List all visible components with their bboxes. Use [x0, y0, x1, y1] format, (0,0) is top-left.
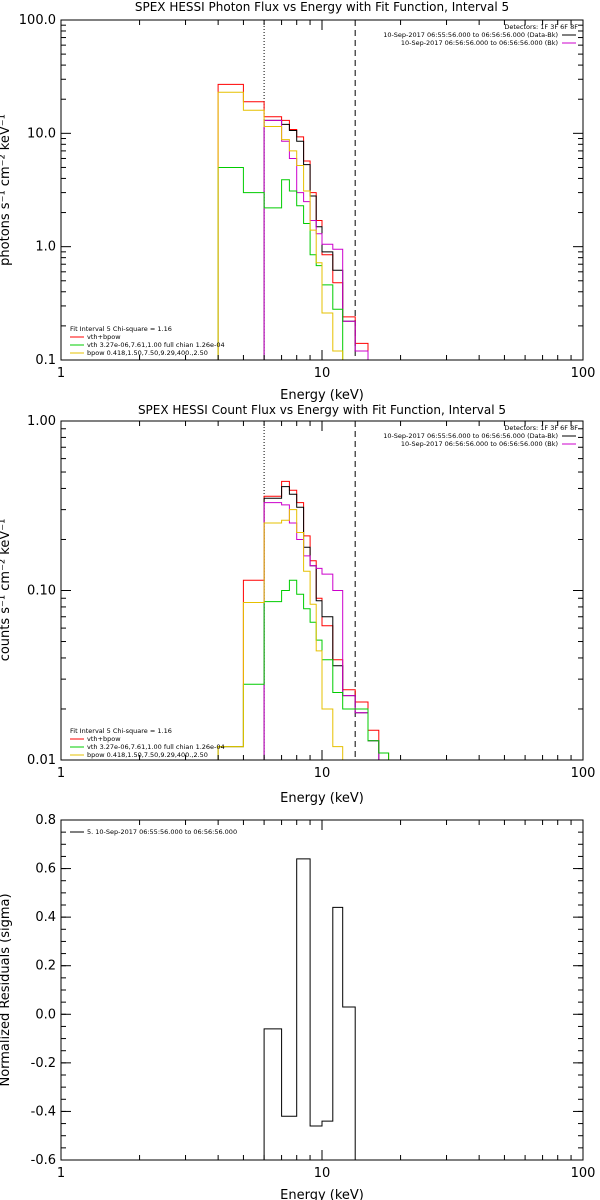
p3-ytick-label: 0.2 — [35, 959, 56, 974]
panel1-legend-detectors: Detectors: 1F 3F 6F 8F — [504, 23, 578, 31]
panel3-xlabel: Energy (keV) — [280, 1188, 364, 1200]
panel3-plot-area — [263, 858, 356, 1160]
p3-series-black — [263, 858, 356, 1160]
panel1-legend-data-bk: 10-Sep-2017 06:55:56.000 to 06:56:56.000… — [383, 31, 558, 39]
panel1-legend-bk: 10-Sep-2017 06:56:56.000 to 06:56:56.000… — [401, 39, 558, 47]
panel1-legend-top: Detectors: 1F 3F 6F 8F 10-Sep-2017 06:55… — [383, 23, 578, 47]
p3-ytick-label: 0.0 — [35, 1007, 56, 1022]
p2-xtick-label: 1 — [57, 766, 65, 781]
panel3-ylabel: Normalized Residuals (sigma) — [0, 893, 13, 1086]
p3-ytick-label: -0.6 — [31, 1153, 56, 1168]
panel1-plot-area — [217, 20, 389, 361]
p2-series-magenta — [263, 502, 389, 761]
p1-series-yellow — [217, 91, 389, 361]
panel2-title: SPEX HESSI Count Flux vs Energy with Fit… — [138, 403, 506, 417]
panel1-ylabel: photons s⁻¹ cm⁻² keV⁻¹ — [0, 114, 13, 266]
panel-photon-flux: SPEX HESSI Photon Flux vs Energy with Fi… — [0, 0, 595, 403]
p1-xtick-label: 100 — [571, 366, 596, 381]
panel1-legend-chisq: Fit Interval 5 Chi-square = 1.16 — [70, 325, 172, 333]
panel2-ylabel: counts s⁻¹ cm⁻² keV⁻¹ — [0, 519, 13, 662]
panel2-legend-vth: vth 3.27e-06,7.61,1.00 full chian 1.26e-… — [87, 743, 225, 751]
panel2-legend-top: Detectors: 1F 3F 6F 8F 10-Sep-2017 06:55… — [383, 424, 578, 448]
p3-ytick-label: 0.4 — [35, 910, 56, 925]
p2-ytick-label: 1.00 — [27, 414, 56, 429]
panel-count-flux: SPEX HESSI Count Flux vs Energy with Fit… — [0, 403, 595, 806]
p2-ytick-label: 0.01 — [27, 753, 56, 768]
panel2-legend-bpow: bpow 0.418,1.50,7.50,9.29,400.,2.50 — [87, 751, 208, 759]
panel3-axes-frame — [60, 819, 584, 1161]
panel2-legend-detectors: Detectors: 1F 3F 6F 8F — [504, 424, 578, 432]
p1-ytick-label: 0.1 — [35, 353, 56, 368]
panel1-legend-bottom: Fit Interval 5 Chi-square = 1.16 vth+bpo… — [70, 325, 225, 357]
p3-xtick-label: 1 — [57, 1166, 65, 1181]
panel2-legend-chisq: Fit Interval 5 Chi-square = 1.16 — [70, 727, 172, 735]
p3-ytick-label: 0.8 — [35, 813, 56, 828]
panel3-legend-interval: 5. 10-Sep-2017 06:55:56.000 to 06:56:56.… — [87, 828, 237, 836]
p1-xtick-label: 1 — [57, 366, 65, 381]
panel2-legend-bk: 10-Sep-2017 06:56:56.000 to 06:56:56.000… — [401, 440, 558, 448]
p1-xtick-label: 10 — [314, 366, 331, 381]
panel1-xlabel: Energy (keV) — [280, 388, 364, 403]
panel1-legend-fit: vth+bpow — [87, 333, 121, 341]
panel2-plot-area — [217, 421, 401, 761]
panel1-ticks: 1 10 100 0.1 1.0 10.0 100.0 — [19, 13, 596, 381]
p2-series-black — [263, 486, 389, 761]
panel2-legend-fit: vth+bpow — [87, 735, 121, 743]
panel3-legend: 5. 10-Sep-2017 06:55:56.000 to 06:56:56.… — [70, 828, 237, 836]
p3-ytick-label: 0.6 — [35, 862, 56, 877]
panel2-legend-bottom: Fit Interval 5 Chi-square = 1.16 vth+bpo… — [70, 727, 225, 759]
p2-series-green — [217, 579, 401, 761]
panel2-ticks: 1 10 100 0.01 0.10 1.00 — [27, 414, 595, 781]
panel1-title: SPEX HESSI Photon Flux vs Energy with Fi… — [135, 0, 509, 14]
p2-series-red — [217, 480, 401, 761]
p2-xtick-label: 10 — [314, 766, 331, 781]
p1-ytick-label: 1.0 — [35, 240, 56, 255]
panel1-legend-vth: vth 3.27e-06,7.61,1.00 full chian 1.26e-… — [87, 341, 225, 349]
panel2-xlabel: Energy (keV) — [280, 791, 364, 806]
panel1-legend-bpow: bpow 0.418,1.50,7.50,9.29,400.,2.50 — [87, 349, 208, 357]
p3-ytick-label: -0.4 — [31, 1104, 56, 1119]
panel3-ticks: 1 10 100 -0.6 -0.4 -0.2 0.0 0.2 0.4 0.6 0.8 — [31, 813, 596, 1181]
p1-series-green — [217, 167, 389, 361]
p3-xtick-label: 100 — [571, 1166, 596, 1181]
p2-xtick-label: 100 — [571, 766, 596, 781]
p2-ytick-label: 0.10 — [27, 584, 56, 599]
p1-ytick-label: 10.0 — [27, 126, 56, 141]
panel2-legend-data-bk: 10-Sep-2017 06:55:56.000 to 06:56:56.000… — [383, 432, 558, 440]
p3-ytick-label: -0.2 — [31, 1056, 56, 1071]
panel-residuals: 1 10 100 -0.6 -0.4 -0.2 0.0 0.2 0.4 0.6 0.8 Energy… — [0, 813, 595, 1200]
p3-xtick-label: 10 — [314, 1166, 331, 1181]
p1-ytick-label: 100.0 — [19, 13, 56, 28]
p1-series-black — [263, 119, 389, 361]
p1-series-magenta — [263, 119, 389, 361]
p2-series-yellow — [217, 509, 389, 761]
